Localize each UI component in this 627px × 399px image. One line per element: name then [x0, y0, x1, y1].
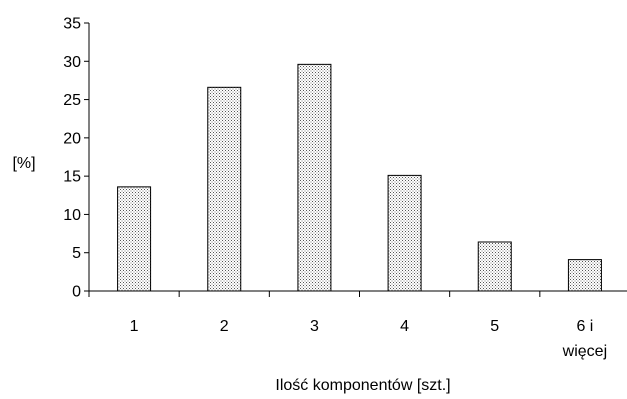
y-tick-label: 10 [63, 207, 81, 224]
bars [117, 63, 602, 292]
x-axis-ticks: 1 2 3 4 5 6 i więcej [88, 291, 607, 360]
bar [477, 241, 512, 292]
x-tick-label: 4 [400, 318, 409, 335]
x-tick-label: 1 [130, 318, 139, 335]
x-tick-label: 5 [490, 318, 499, 335]
y-axis-title: [%] [12, 155, 35, 172]
y-tick-label: 30 [63, 54, 81, 71]
bar [387, 174, 422, 292]
x-tick-label: więcej [562, 343, 607, 360]
bar [117, 186, 152, 292]
x-tick-label: 6 i [576, 318, 593, 335]
x-tick-label: 2 [220, 318, 229, 335]
y-tick-label: 35 [63, 16, 81, 33]
y-tick-label: 5 [72, 245, 81, 262]
bar [567, 259, 602, 292]
x-tick-label: 3 [310, 318, 319, 335]
x-axis-title: Ilość komponentów [szt.] [275, 377, 450, 394]
y-axis-ticks: 0 5 10 15 20 25 30 35 [63, 16, 89, 301]
y-tick-label: 15 [63, 169, 81, 186]
y-tick-label: 20 [63, 130, 81, 147]
bar [297, 63, 332, 292]
y-tick-label: 0 [72, 284, 81, 301]
y-tick-label: 25 [63, 92, 81, 109]
bar [207, 86, 242, 292]
